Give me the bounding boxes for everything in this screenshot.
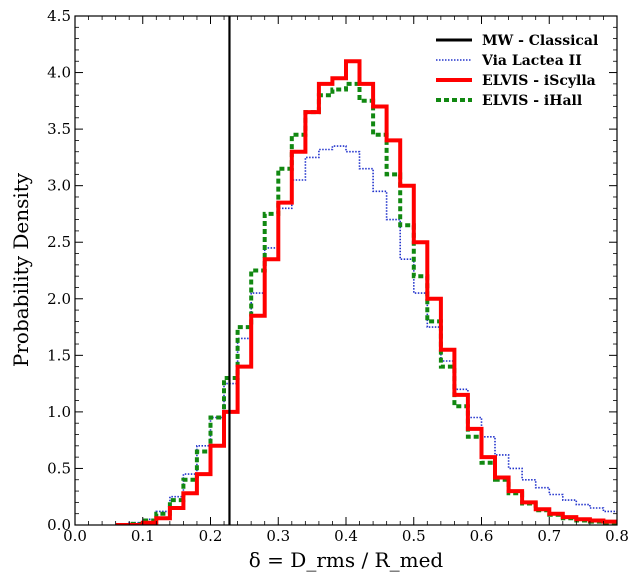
y-tick-label: 2.0 <box>47 290 71 308</box>
series-line-elvis-iscylla <box>115 59 617 525</box>
y-tick-label: 0.0 <box>47 516 71 534</box>
y-tick-label: 1.5 <box>47 346 71 364</box>
x-tick-label: 0.8 <box>605 527 629 545</box>
legend-label: ELVIS - iHall <box>482 93 582 109</box>
series-line-elvis-ihall <box>115 81 617 525</box>
plot-content <box>115 16 617 525</box>
y-tick-label: 1.0 <box>47 403 71 421</box>
legend: MW - Classical Via Lactea II ELVIS - iScyl… <box>436 33 598 109</box>
x-tick-label: 0.4 <box>334 527 358 545</box>
y-axis-title: Probability Density <box>9 172 33 367</box>
x-tick-label: 0.0 <box>63 527 87 545</box>
legend-label: ELVIS - iScylla <box>482 73 596 89</box>
x-axis-title: δ = D_rms / R_med <box>249 548 444 572</box>
y-tick-label: 3.5 <box>47 120 71 138</box>
x-tick-label: 0.6 <box>470 527 494 545</box>
series-line-via-lactea-ii <box>115 145 617 525</box>
y-tick-label: 2.5 <box>47 233 71 251</box>
legend-label: Via Lactea II <box>481 53 582 69</box>
y-tick-label: 4.5 <box>47 7 71 25</box>
axis-ticks: 0.0 0.1 0.2 0.3 0.4 0.5 0.6 0.7 0.8 0.0 0.5 1.0 1.5 2… <box>47 7 629 545</box>
legend-label: MW - Classical <box>482 33 598 49</box>
x-tick-label: 0.7 <box>537 527 561 545</box>
x-tick-label: 0.1 <box>131 527 155 545</box>
y-tick-label: 0.5 <box>47 459 71 477</box>
x-tick-label: 0.2 <box>199 527 223 545</box>
x-tick-label: 0.5 <box>402 527 426 545</box>
x-tick-label: 0.3 <box>266 527 290 545</box>
y-tick-label: 4.0 <box>47 64 71 82</box>
y-tick-label: 3.0 <box>47 177 71 195</box>
